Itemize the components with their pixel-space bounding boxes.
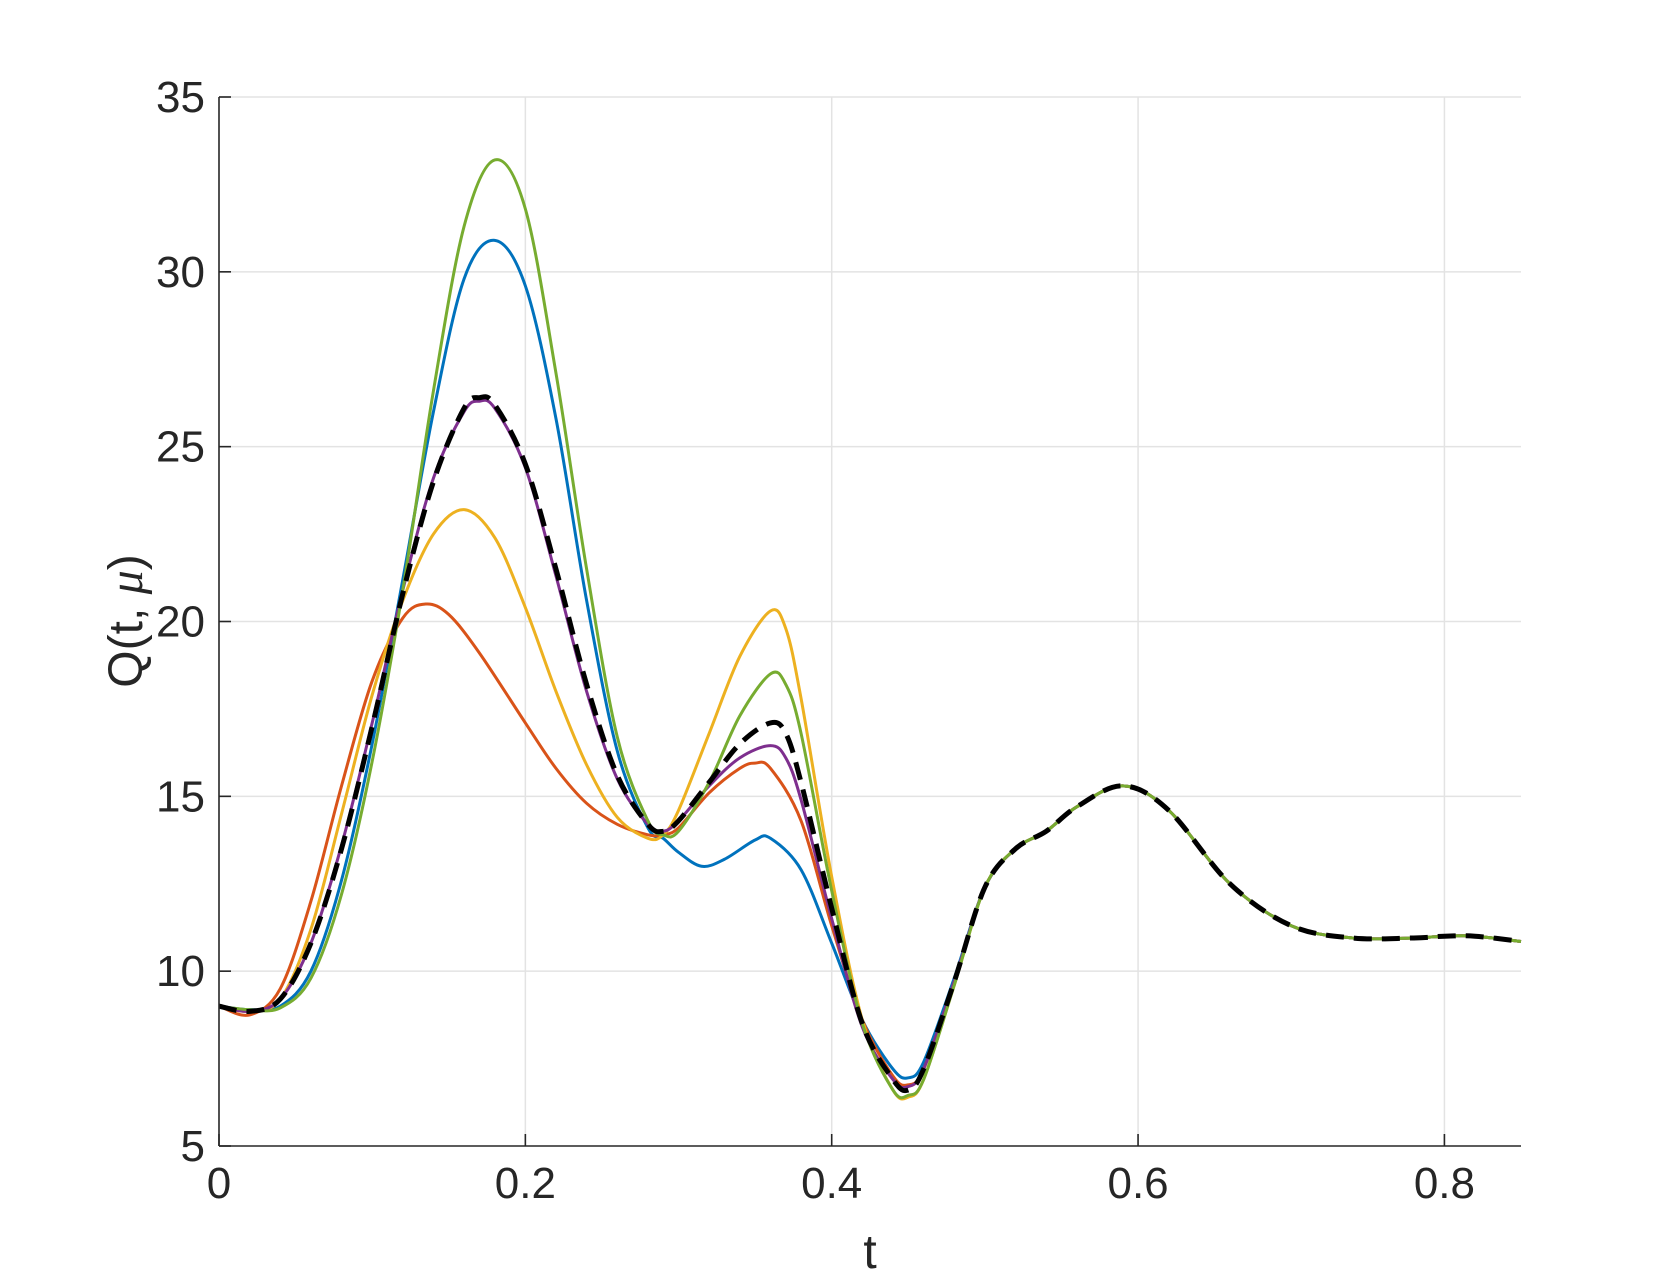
- y-tick-label: 5: [181, 1122, 205, 1171]
- series-line-6: [218, 158, 1522, 1100]
- x-tick-label: 0: [207, 1159, 231, 1208]
- y-axis-label-prefix: Q(t,: [100, 594, 153, 687]
- grid-lines: [219, 96, 1521, 1146]
- y-axis-label-suffix: ): [100, 554, 153, 570]
- x-tick-label: 0.6: [1107, 1159, 1168, 1208]
- y-axis-label: Q(t, μ): [100, 554, 153, 687]
- axes: [218, 96, 1521, 1147]
- y-tick-label: 25: [156, 423, 205, 472]
- tick-labels: 0 0.2 0.4 0.6 0.8 5 10 15 20 25 30 35: [156, 73, 1475, 1208]
- series-lines: [218, 158, 1522, 1101]
- x-axis-label: t: [863, 1226, 876, 1276]
- x-tick-label: 0.2: [495, 1159, 556, 1208]
- x-tick-label: 0.4: [801, 1159, 862, 1208]
- y-tick-label: 35: [156, 73, 205, 122]
- series-line-1: [218, 394, 1522, 1094]
- y-tick-label: 30: [156, 248, 205, 297]
- y-axis-label-symbol: μ: [100, 570, 153, 595]
- y-tick-label: 10: [156, 947, 205, 996]
- x-tick-label: 0.8: [1414, 1159, 1475, 1208]
- y-tick-label: 20: [156, 598, 205, 647]
- y-tick-label: 15: [156, 772, 205, 821]
